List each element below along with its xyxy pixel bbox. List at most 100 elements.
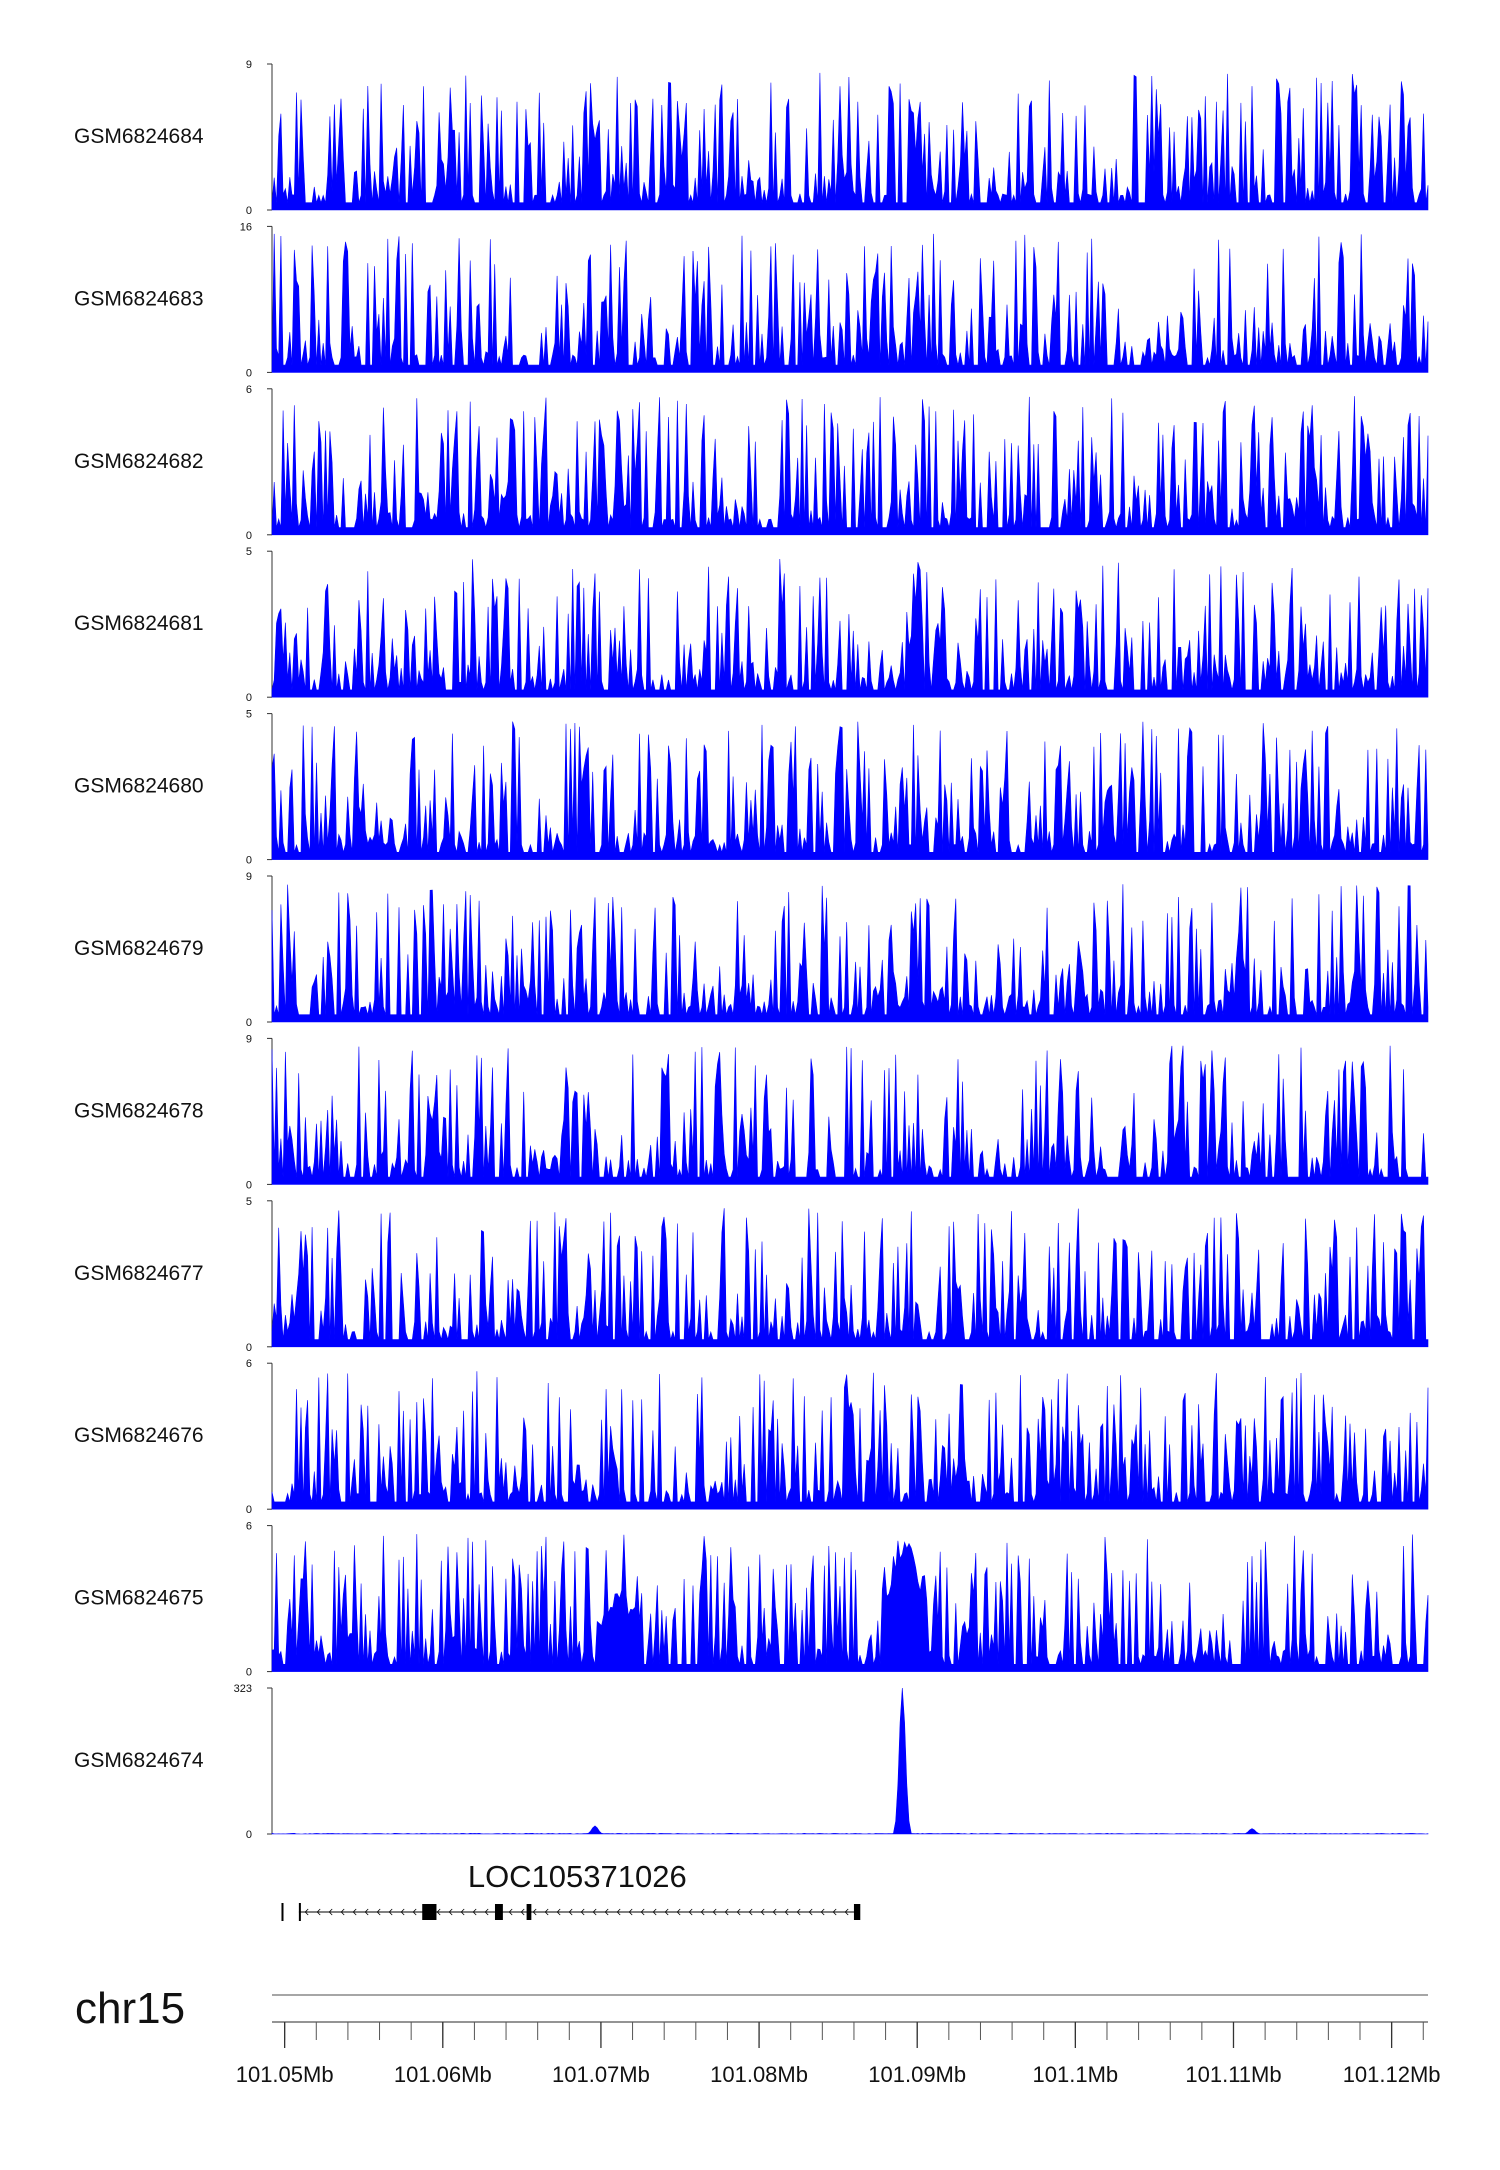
strand-arrow (568, 1908, 573, 1916)
strand-arrow (388, 1908, 393, 1916)
strand-arrow (436, 1908, 441, 1916)
track-GSM6824674: GSM6824674 323 0 (74, 1683, 1429, 1841)
strand-arrow (532, 1908, 537, 1916)
y-min-label: 0 (246, 855, 252, 867)
strand-arrow (376, 1908, 381, 1916)
strand-arrow (352, 1908, 357, 1916)
strand-arrow (640, 1908, 645, 1916)
genome-axis: chr15 101.05Mb 101.06Mb 101.07Mb 101.08Mb 10… (75, 1984, 1441, 2087)
strand-arrow (304, 1908, 309, 1916)
strand-arrow (772, 1908, 777, 1916)
strand-arrow (760, 1908, 765, 1916)
strand-arrow (400, 1908, 405, 1916)
strand-arrow (700, 1908, 705, 1916)
gene-exon (422, 1904, 437, 1920)
strand-arrow (628, 1908, 633, 1916)
strand-arrow (844, 1908, 849, 1916)
strand-arrow (604, 1908, 609, 1916)
strand-arrow (820, 1908, 825, 1916)
track-sample-label: GSM6824676 (74, 1424, 204, 1447)
y-max-label: 6 (246, 1521, 252, 1533)
strand-arrow (340, 1908, 345, 1916)
strand-arrow (832, 1908, 837, 1916)
axis-tick-label: 101.1Mb (1033, 2062, 1119, 2087)
strand-arrow (448, 1908, 453, 1916)
track-sample-label: GSM6824684 (74, 125, 204, 148)
strand-arrow (544, 1908, 549, 1916)
axis-tick-label: 101.09Mb (868, 2062, 966, 2087)
track-GSM6824680: GSM6824680 5 0 (74, 709, 1429, 867)
track-sample-label: GSM6824680 (74, 775, 204, 798)
coverage-area (271, 396, 1429, 536)
strand-arrow (412, 1908, 417, 1916)
track-sample-label: GSM6824681 (74, 612, 204, 635)
y-min-label: 0 (246, 1342, 252, 1354)
coverage-tracks: GSM682468490GSM6824683160GSM682468260GSM… (74, 59, 1429, 1841)
y-min-label: 0 (246, 530, 252, 542)
coverage-area (271, 884, 1429, 1023)
strand-arrow (784, 1908, 789, 1916)
y-min-label: 0 (246, 1504, 252, 1516)
y-max-label: 5 (246, 709, 252, 721)
strand-arrow (616, 1908, 621, 1916)
y-max-label: 6 (246, 384, 252, 396)
strand-arrow (328, 1908, 333, 1916)
track-sample-label: GSM6824677 (74, 1262, 204, 1285)
strand-arrow (676, 1908, 681, 1916)
track-GSM6824682: GSM6824682 6 0 (74, 384, 1429, 542)
strand-arrow (664, 1908, 669, 1916)
track-GSM6824676: GSM6824676 6 0 (74, 1358, 1429, 1516)
strand-arrow (460, 1908, 465, 1916)
track-sample-label: GSM6824679 (74, 937, 204, 960)
y-max-label: 5 (246, 546, 252, 558)
strand-arrow (472, 1908, 477, 1916)
y-min-label: 0 (246, 1829, 252, 1841)
y-max-label: 16 (240, 221, 252, 233)
track-GSM6824683: GSM6824683 16 0 (74, 221, 1429, 379)
strand-arrow (652, 1908, 657, 1916)
y-max-label: 6 (246, 1358, 252, 1370)
track-sample-label: GSM6824678 (74, 1099, 204, 1122)
strand-arrow (520, 1908, 525, 1916)
coverage-area (271, 1208, 1429, 1348)
gene-annotation-track: LOC105371026 (281, 1859, 861, 1921)
strand-arrow (688, 1908, 693, 1916)
coverage-area (271, 233, 1429, 373)
y-max-label: 5 (246, 1196, 252, 1208)
coverage-area (271, 72, 1429, 211)
strand-arrow (556, 1908, 561, 1916)
y-max-label: 9 (246, 1033, 252, 1045)
axis-tick-label: 101.05Mb (236, 2062, 334, 2087)
strand-arrow (364, 1908, 369, 1916)
coverage-area (271, 1371, 1429, 1510)
strand-arrow (748, 1908, 753, 1916)
coverage-area (271, 1045, 1429, 1185)
axis-tick-label: 101.11Mb (1185, 2062, 1281, 2087)
strand-arrow (508, 1908, 513, 1916)
strand-arrow (484, 1908, 489, 1916)
axis-tick-label: 101.07Mb (552, 2062, 650, 2087)
gene-exon (526, 1904, 532, 1920)
track-sample-label: GSM6824683 (74, 287, 204, 310)
strand-arrow (808, 1908, 813, 1916)
y-min-label: 0 (246, 1179, 252, 1191)
axis-tick-label: 101.06Mb (394, 2062, 492, 2087)
track-GSM6824677: GSM6824677 5 0 (74, 1196, 1429, 1354)
track-GSM6824681: GSM6824681 5 0 (74, 546, 1429, 704)
coverage-area (271, 1534, 1429, 1672)
coverage-area (271, 558, 1429, 698)
y-max-label: 323 (234, 1683, 252, 1695)
strand-arrow (796, 1908, 801, 1916)
strand-arrow (316, 1908, 321, 1916)
track-GSM6824675: GSM6824675 6 0 (74, 1521, 1429, 1679)
coverage-area (271, 1687, 1429, 1835)
strand-arrow (736, 1908, 741, 1916)
strand-arrow (724, 1908, 729, 1916)
track-GSM6824679: GSM6824679 9 0 (74, 871, 1429, 1029)
track-sample-label: GSM6824682 (74, 450, 204, 473)
y-min-label: 0 (246, 1667, 252, 1679)
axis-tick-label: 101.08Mb (710, 2062, 808, 2087)
y-max-label: 9 (246, 871, 252, 883)
gene-exon (281, 1903, 284, 1921)
